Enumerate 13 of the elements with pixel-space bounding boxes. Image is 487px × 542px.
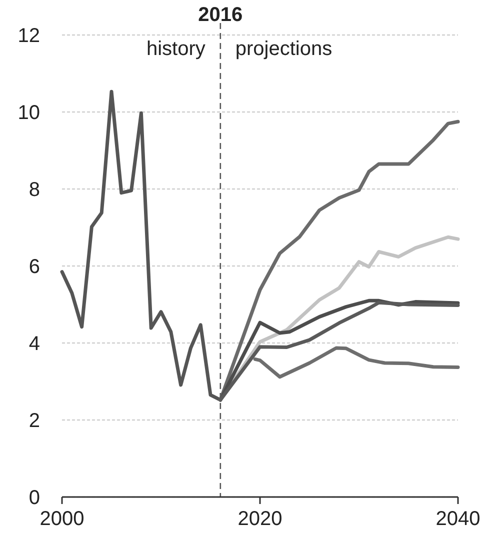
annotation: projections [235,38,332,60]
x-tick-label: 2000 [40,508,84,530]
ref-line-label: 2016 [198,4,243,26]
y-tick-label: 12 [18,25,40,47]
y-tick-label: 4 [28,333,40,355]
y-tick-label: 10 [18,102,40,124]
x-tick-label: 2020 [238,508,282,530]
annotation: history [146,38,206,60]
y-tick-label: 8 [28,179,40,201]
y-tick-label: 2 [28,410,40,432]
x-tick-label: 2040 [436,508,480,530]
y-tick-label: 6 [28,256,40,278]
y-tick-label: 0 [28,487,40,509]
